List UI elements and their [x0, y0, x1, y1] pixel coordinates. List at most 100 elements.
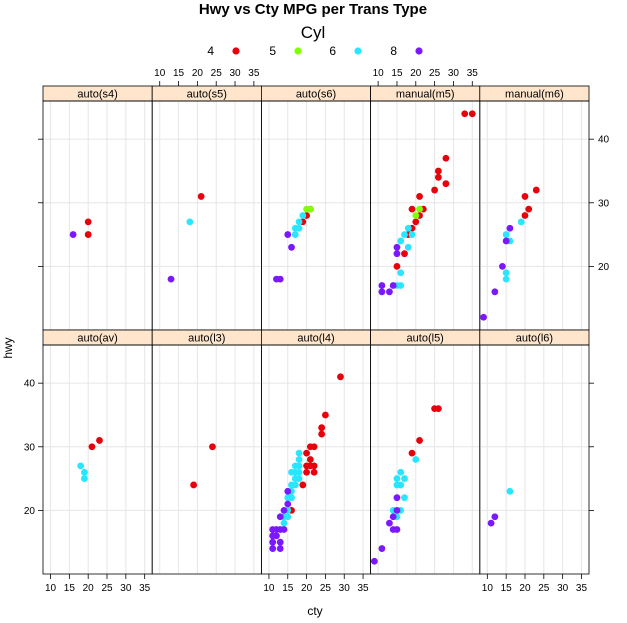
- data-point-cyl-6: [502, 269, 510, 277]
- data-point-cyl-6: [404, 243, 412, 251]
- data-point-cyl-8: [269, 538, 277, 546]
- y-tick-label-right: 20: [598, 262, 610, 273]
- panel-grid-lines: [152, 345, 262, 574]
- data-point-cyl-4: [532, 186, 540, 194]
- panel-border: [260, 344, 371, 575]
- data-point-cyl-8: [288, 243, 295, 251]
- data-point-cyl-6: [401, 494, 408, 502]
- panel-border: [151, 100, 262, 331]
- panel-border: [479, 344, 590, 575]
- data-point-cyl-4: [96, 437, 103, 444]
- data-point-cyl-6: [295, 475, 303, 482]
- data-point-cyl-8: [491, 513, 499, 521]
- data-point-cyl-6: [280, 519, 288, 527]
- data-point-cyl-4: [442, 180, 450, 188]
- x-tick-label-top: 30: [448, 68, 460, 79]
- panel-points: [378, 110, 476, 296]
- data-point-cyl-6: [506, 487, 514, 495]
- panel-points: [273, 205, 314, 283]
- data-point-cyl-6: [291, 481, 299, 489]
- data-point-cyl-6: [401, 475, 408, 482]
- data-point-cyl-4: [303, 468, 310, 476]
- panel-border: [42, 100, 153, 331]
- data-point-cyl-6: [502, 275, 510, 283]
- panel-border: [370, 100, 481, 331]
- data-point-cyl-4: [393, 262, 401, 270]
- data-point-cyl-8: [276, 513, 284, 521]
- panel-grid-lines: [479, 101, 589, 330]
- panel-points: [480, 186, 540, 321]
- panel-grid-lines: [261, 345, 371, 574]
- data-point-cyl-6: [397, 269, 405, 277]
- data-point-cyl-6: [295, 456, 303, 463]
- x-tick-label-bottom: 35: [358, 583, 370, 594]
- data-point-cyl-6: [408, 231, 416, 238]
- panel-border: [370, 344, 481, 575]
- panel-grid-lines: [370, 101, 480, 330]
- data-point-cyl-6: [397, 237, 405, 245]
- data-point-cyl-8: [487, 519, 495, 527]
- panel-auto-l3: auto(l3): [151, 329, 262, 575]
- data-point-cyl-8: [284, 231, 292, 238]
- x-tick-label-top: 25: [429, 68, 441, 79]
- data-point-cyl-4: [434, 167, 442, 175]
- data-point-cyl-8: [378, 282, 386, 289]
- legend-label-cyl-5: 5: [269, 44, 276, 58]
- data-point-cyl-8: [386, 519, 393, 527]
- data-point-cyl-5: [412, 212, 420, 219]
- data-point-cyl-4: [412, 218, 420, 226]
- panel-strip-label: auto(l6): [516, 333, 553, 345]
- data-point-cyl-4: [303, 449, 310, 457]
- x-tick-label-bottom: 20: [519, 583, 531, 594]
- x-tick-label-bottom: 30: [339, 583, 351, 594]
- x-tick-label-top: 10: [154, 68, 166, 79]
- panel-points: [69, 218, 92, 238]
- panel-auto-s6: auto(s6): [260, 85, 371, 331]
- data-point-cyl-4: [416, 437, 423, 444]
- data-point-cyl-4: [416, 193, 423, 200]
- legend-title: Cyl: [301, 23, 326, 42]
- data-point-cyl-6: [295, 468, 303, 476]
- panel-border: [42, 344, 153, 575]
- data-point-cyl-4: [434, 173, 442, 181]
- data-point-cyl-4: [310, 468, 318, 476]
- data-point-cyl-4: [322, 411, 329, 419]
- x-tick-label-bottom: 25: [320, 583, 332, 594]
- panel-strip-label: auto(l3): [188, 333, 225, 345]
- legend-marker-cyl-5: [294, 47, 302, 55]
- x-tick-label-bottom: 20: [83, 583, 95, 594]
- x-tick-label-bottom: 25: [538, 583, 550, 594]
- data-point-cyl-8: [280, 526, 288, 533]
- data-point-cyl-4: [525, 205, 533, 213]
- data-point-cyl-4: [401, 250, 408, 258]
- panel-auto-l6: auto(l6): [479, 329, 590, 575]
- data-point-cyl-6: [81, 475, 88, 482]
- data-point-cyl-8: [273, 532, 280, 540]
- data-point-cyl-8: [386, 288, 393, 296]
- data-point-cyl-6: [517, 218, 525, 226]
- data-point-cyl-8: [393, 243, 401, 251]
- x-axis-title: cty: [307, 604, 322, 618]
- panel-strip-label: auto(l4): [297, 333, 334, 345]
- y-tick-label-right: 40: [598, 135, 610, 146]
- data-point-cyl-6: [291, 231, 299, 238]
- panel-auto-av: auto(av): [42, 329, 153, 575]
- legend-marker-cyl-4: [232, 47, 240, 55]
- panel-strip-label: auto(s6): [296, 89, 336, 101]
- data-point-cyl-6: [502, 231, 510, 238]
- panel-strip-label: auto(s4): [77, 89, 117, 101]
- data-point-cyl-8: [378, 545, 386, 552]
- data-point-cyl-8: [284, 500, 292, 508]
- panel-strip-label: manual(m6): [505, 89, 564, 101]
- data-point-cyl-8: [280, 506, 288, 514]
- data-point-cyl-8: [273, 526, 280, 533]
- panel-points: [167, 193, 205, 283]
- panel-grid-lines: [43, 101, 153, 330]
- data-point-cyl-6: [295, 449, 303, 457]
- data-point-cyl-8: [393, 506, 401, 514]
- data-point-cyl-8: [393, 526, 401, 533]
- data-point-cyl-5: [306, 205, 314, 213]
- x-tick-label-top: 35: [248, 68, 260, 79]
- panel-grid-lines: [479, 345, 589, 574]
- data-point-cyl-4: [209, 443, 216, 451]
